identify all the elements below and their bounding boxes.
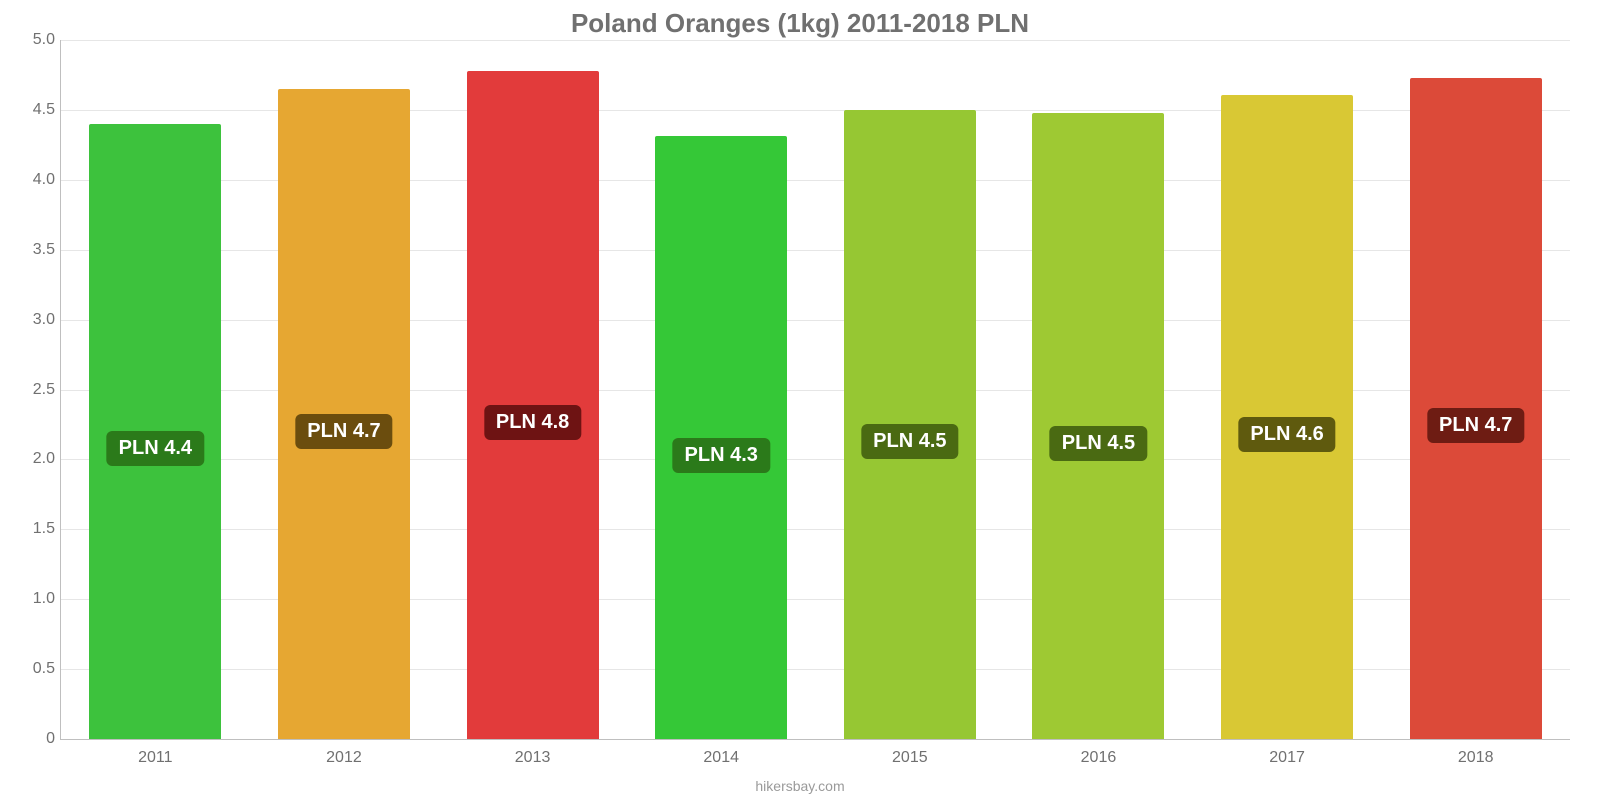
bar-slot: PLN 4.62017 — [1193, 40, 1382, 739]
bar-value-badge: PLN 4.5 — [1050, 426, 1147, 461]
y-tick-label: 1.5 — [11, 520, 55, 538]
bar-value-badge: PLN 4.5 — [861, 424, 958, 459]
x-tick-label: 2017 — [1269, 749, 1305, 767]
y-tick-label: 3.5 — [11, 241, 55, 259]
y-tick-label: 4.0 — [11, 171, 55, 189]
x-tick-label: 2013 — [515, 749, 551, 767]
bar: PLN 4.7 — [278, 89, 410, 739]
bar-value-badge: PLN 4.6 — [1238, 417, 1335, 452]
y-tick-label: 5.0 — [11, 31, 55, 49]
bar-value-badge: PLN 4.8 — [484, 405, 581, 440]
bar-slot: PLN 4.82013 — [438, 40, 627, 739]
bar: PLN 4.7 — [1410, 78, 1542, 739]
bar: PLN 4.5 — [844, 110, 976, 739]
bar-slot: PLN 4.72018 — [1381, 40, 1570, 739]
y-tick-label: 1.0 — [11, 590, 55, 608]
y-tick-label: 0.5 — [11, 660, 55, 678]
price-chart: Poland Oranges (1kg) 2011-2018 PLN 00.51… — [0, 0, 1600, 800]
y-tick-label: 0 — [11, 730, 55, 748]
bar-group: PLN 4.42011PLN 4.72012PLN 4.82013PLN 4.3… — [61, 40, 1570, 739]
x-tick-label: 2016 — [1081, 749, 1117, 767]
y-tick-label: 4.5 — [11, 101, 55, 119]
x-tick-label: 2015 — [892, 749, 928, 767]
bar-slot: PLN 4.52016 — [1004, 40, 1193, 739]
y-tick-label: 2.5 — [11, 381, 55, 399]
bar-slot: PLN 4.32014 — [627, 40, 816, 739]
x-tick-label: 2012 — [326, 749, 362, 767]
x-tick-label: 2014 — [703, 749, 739, 767]
bar-value-badge: PLN 4.7 — [1427, 408, 1524, 443]
bar: PLN 4.3 — [655, 136, 787, 739]
bar-value-badge: PLN 4.4 — [107, 431, 204, 466]
x-tick-label: 2018 — [1458, 749, 1494, 767]
y-tick-label: 2.0 — [11, 450, 55, 468]
bar-slot: PLN 4.52015 — [816, 40, 1005, 739]
plot-area: 00.51.01.52.02.53.03.54.04.55.0 PLN 4.42… — [60, 40, 1570, 740]
bar-value-badge: PLN 4.3 — [673, 438, 770, 473]
x-tick-label: 2011 — [138, 749, 172, 767]
bar: PLN 4.4 — [89, 124, 221, 739]
y-tick-label: 3.0 — [11, 311, 55, 329]
bar-slot: PLN 4.72012 — [250, 40, 439, 739]
bar: PLN 4.5 — [1032, 113, 1164, 739]
bar-slot: PLN 4.42011 — [61, 40, 250, 739]
bar: PLN 4.8 — [467, 71, 599, 739]
bar: PLN 4.6 — [1221, 95, 1353, 739]
chart-title: Poland Oranges (1kg) 2011-2018 PLN — [0, 8, 1600, 39]
credit-text: hikersbay.com — [0, 778, 1600, 794]
bar-value-badge: PLN 4.7 — [295, 414, 392, 449]
